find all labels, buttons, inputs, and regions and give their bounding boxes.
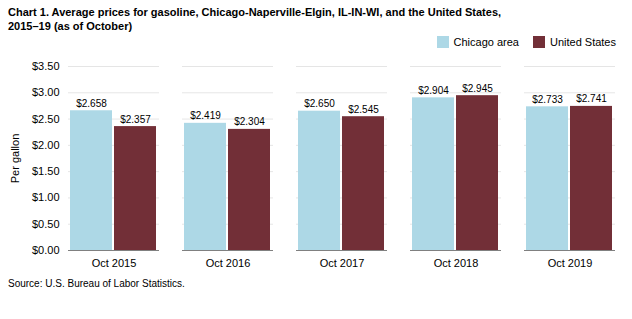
svg-text:$2.650: $2.650 xyxy=(304,98,335,109)
svg-text:$3.50: $3.50 xyxy=(32,60,60,72)
svg-text:$2.945: $2.945 xyxy=(462,82,493,93)
html-text:Chicago area: Chicago area xyxy=(453,35,519,48)
svg-text:$2.733: $2.733 xyxy=(532,93,563,104)
svg-text:$2.357: $2.357 xyxy=(120,113,151,124)
svg-text:$2.658: $2.658 xyxy=(76,97,107,108)
svg-text:Oct 2015: Oct 2015 xyxy=(92,257,137,269)
svg-text:$0.00: $0.00 xyxy=(32,244,60,256)
svg-text:$2.00: $2.00 xyxy=(32,138,60,150)
svg-text:Oct 2016: Oct 2016 xyxy=(206,257,251,269)
svg-text:$1.50: $1.50 xyxy=(32,165,60,177)
svg-text:$2.904: $2.904 xyxy=(418,84,449,95)
svg-text:$2.741: $2.741 xyxy=(576,93,607,104)
svg-text:Oct 2018: Oct 2018 xyxy=(434,257,479,269)
svg-text:$2.545: $2.545 xyxy=(348,103,379,114)
svg-text:$2.419: $2.419 xyxy=(190,110,221,121)
svg-text:Per gallon: Per gallon xyxy=(9,133,21,183)
svg-text:Oct 2017: Oct 2017 xyxy=(320,257,365,269)
svg-text:$2.50: $2.50 xyxy=(32,112,60,124)
svg-text:$0.50: $0.50 xyxy=(32,217,60,229)
svg-text:$3.00: $3.00 xyxy=(32,86,60,98)
svg-text:$2.304: $2.304 xyxy=(234,116,265,127)
html-text:Source: U.S. Bureau of Labor S: Source: U.S. Bureau of Labor Statistics. xyxy=(8,277,185,289)
svg-text:$1.00: $1.00 xyxy=(32,191,60,203)
svg-text:Oct 2019: Oct 2019 xyxy=(548,257,593,269)
html-text:United States: United States xyxy=(550,35,616,48)
html-text:Chart 1. Average prices for ga: Chart 1. Average prices for gasoline, Ch… xyxy=(8,6,502,33)
